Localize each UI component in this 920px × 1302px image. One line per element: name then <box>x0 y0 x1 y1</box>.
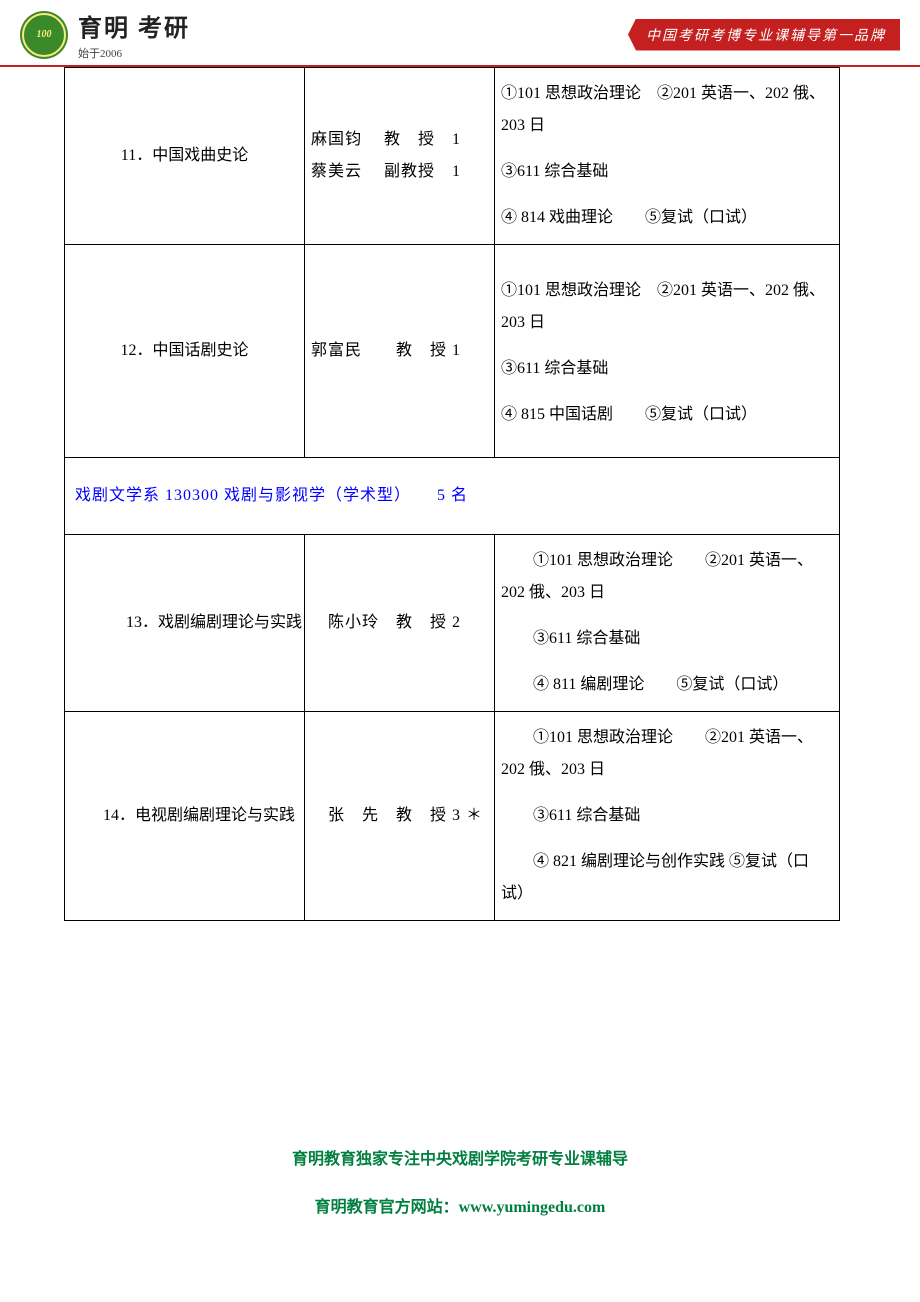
teacher-cell: 陈小玲 教 授 2 <box>305 535 495 712</box>
exam-line: ④ 815 中国话剧 ⑤复试（口试） <box>501 399 833 431</box>
header-banner: 中国考研考博专业课辅导第一品牌 <box>628 19 900 51</box>
department-row: 戏剧文学系 130300 戏剧与影视学（学术型） 5 名 <box>65 458 840 535</box>
brand-subtitle: 始于2006 <box>78 45 190 61</box>
exam-line: ③611 综合基础 <box>501 800 833 832</box>
exam-cell: ①101 思想政治理论 ②201 英语一、202 俄、203 日 ③611 综合… <box>495 535 840 712</box>
teacher-cell: 郭富民 教 授 1 <box>305 245 495 458</box>
exam-line: ①101 思想政治理论 ②201 英语一、202 俄、203 日 <box>501 545 833 609</box>
spacer <box>501 431 833 447</box>
exam-line: ①101 思想政治理论 ②201 英语一、202 俄、203 日 <box>501 78 833 142</box>
exam-line: ③611 综合基础 <box>501 623 833 655</box>
logo-icon: 100 <box>20 11 68 59</box>
direction-cell: 14．电视剧编剧理论与实践 <box>65 712 305 921</box>
exam-line: ④ 814 戏曲理论 ⑤复试（口试） <box>501 202 833 234</box>
exam-cell: ①101 思想政治理论 ②201 英语一、202 俄、203 日 ③611 综合… <box>495 712 840 921</box>
exam-line: ③611 综合基础 <box>501 156 833 188</box>
exam-line: ③611 综合基础 <box>501 353 833 385</box>
department-cell: 戏剧文学系 130300 戏剧与影视学（学术型） 5 名 <box>65 458 840 535</box>
header-left: 100 育明 考研 始于2006 <box>20 8 190 61</box>
exam-cell: ①101 思想政治理论 ②201 英语一、202 俄、203 日 ③611 综合… <box>495 245 840 458</box>
table-row: 12．中国话剧史论 郭富民 教 授 1 ①101 思想政治理论 ②201 英语一… <box>65 245 840 458</box>
table-row: 11．中国戏曲史论 麻国钧 教 授 1 蔡美云 副教授 1 ①101 思想政治理… <box>65 68 840 245</box>
exam-line: ①101 思想政治理论 ②201 英语一、202 俄、203 日 <box>501 722 833 786</box>
footer-url: www.yumingedu.com <box>459 1199 606 1216</box>
logo-text: 100 <box>37 29 52 40</box>
direction-cell: 13．戏剧编剧理论与实践 <box>65 535 305 712</box>
footer-line-1: 育明教育独家专注中央戏剧学院考研专业课辅导 <box>0 1136 920 1184</box>
footer-label: 育明教育官方网站： <box>315 1199 459 1216</box>
table-row: 14．电视剧编剧理论与实践 张 先 教 授 3 ＊ ①101 思想政治理论 ②2… <box>65 712 840 921</box>
table-row: 13．戏剧编剧理论与实践 陈小玲 教 授 2 ①101 思想政治理论 ②201 … <box>65 535 840 712</box>
teacher-cell: 麻国钧 教 授 1 蔡美云 副教授 1 <box>305 68 495 245</box>
spacer <box>501 255 833 275</box>
exam-line: ④ 821 编剧理论与创作实践 ⑤复试（口试） <box>501 846 833 910</box>
teacher-cell: 张 先 教 授 3 ＊ <box>305 712 495 921</box>
exam-cell: ①101 思想政治理论 ②201 英语一、202 俄、203 日 ③611 综合… <box>495 68 840 245</box>
direction-cell: 11．中国戏曲史论 <box>65 68 305 245</box>
page-footer: 育明教育独家专注中央戏剧学院考研专业课辅导 育明教育官方网站：www.yumin… <box>0 1136 920 1232</box>
page-header: 100 育明 考研 始于2006 中国考研考博专业课辅导第一品牌 <box>0 0 920 67</box>
exam-line: ①101 思想政治理论 ②201 英语一、202 俄、203 日 <box>501 275 833 339</box>
teacher-line: 陈小玲 教 授 2 <box>311 607 488 639</box>
direction-cell: 12．中国话剧史论 <box>65 245 305 458</box>
exam-line: ④ 811 编剧理论 ⑤复试（口试） <box>501 669 833 701</box>
footer-line-2: 育明教育官方网站：www.yumingedu.com <box>0 1184 920 1232</box>
teacher-line: 张 先 教 授 3 ＊ <box>311 800 488 832</box>
teacher-line: 蔡美云 副教授 1 <box>311 156 488 188</box>
brand-title: 育明 考研 <box>78 8 190 43</box>
teacher-line: 郭富民 教 授 1 <box>311 335 488 367</box>
catalog-table: 11．中国戏曲史论 麻国钧 教 授 1 蔡美云 副教授 1 ①101 思想政治理… <box>64 67 840 921</box>
teacher-line: 麻国钧 教 授 1 <box>311 124 488 156</box>
brand-block: 育明 考研 始于2006 <box>78 8 190 61</box>
